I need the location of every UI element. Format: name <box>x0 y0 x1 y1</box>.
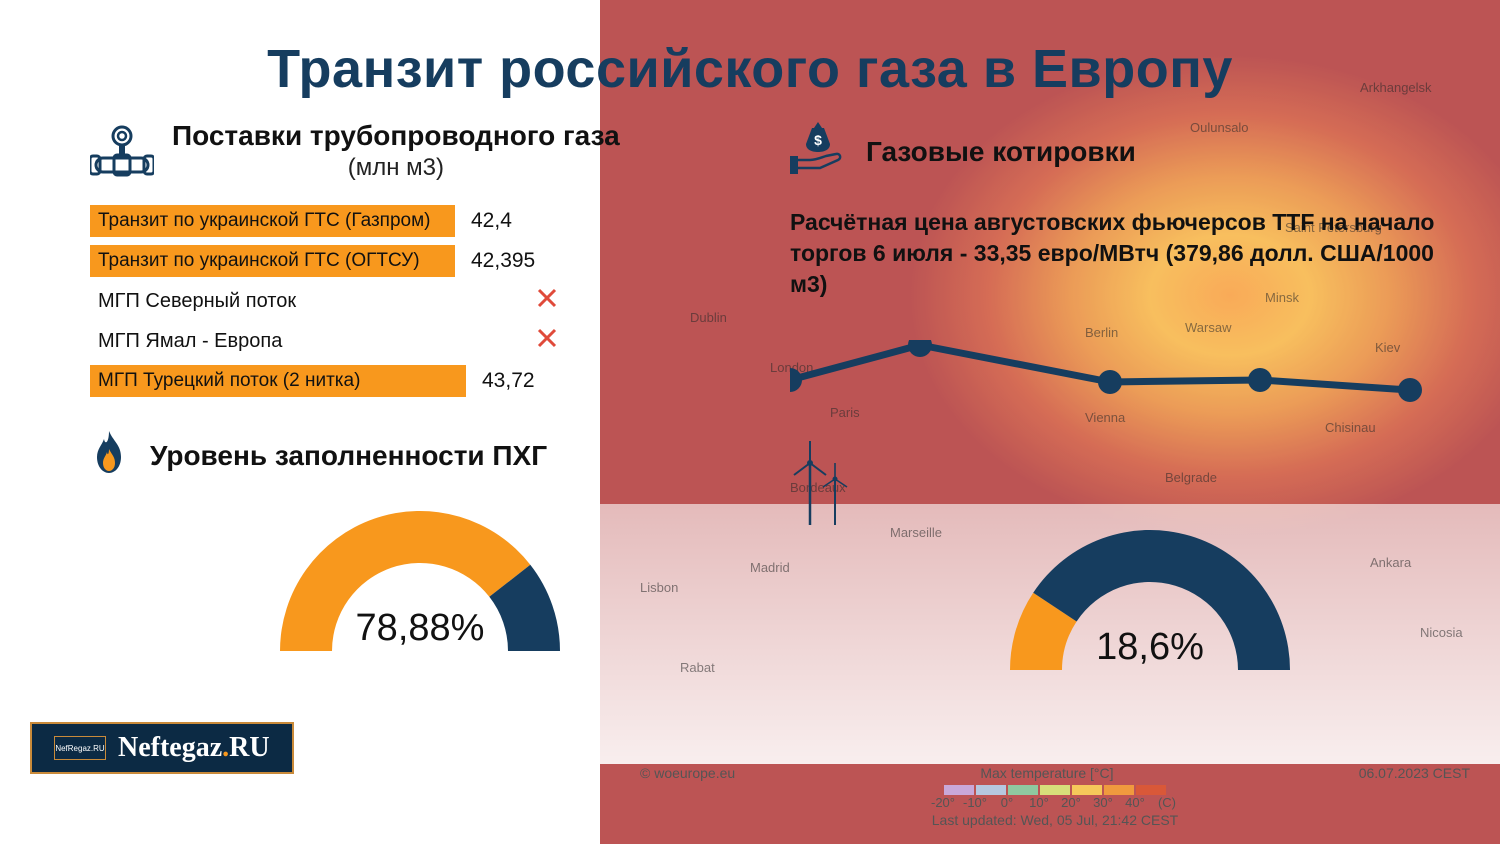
pipelines-title: Поставки трубопроводного газа <box>172 120 620 152</box>
brand-mini-logo: NefRegaz.RU <box>54 736 106 760</box>
wind-value: 18,6% <box>1096 626 1204 669</box>
quotes-text: Расчётная цена августовских фьючерсов TT… <box>790 207 1440 300</box>
legend-label: -20° <box>928 795 958 810</box>
storage-gauge: 78,88% <box>90 496 750 656</box>
legend-label: -10° <box>960 795 990 810</box>
legend-label: (C) <box>1152 795 1182 810</box>
quotes-title: Газовые котировки <box>866 136 1136 168</box>
map-source: © woeurope.eu <box>640 765 735 781</box>
svg-text:$: $ <box>814 132 822 148</box>
bar-fill: Транзит по украинской ГТС (Газпром) <box>90 205 455 237</box>
pipeline-bars: Транзит по украинской ГТС (Газпром)42,4Т… <box>90 203 750 399</box>
x-icon <box>536 287 558 315</box>
legend-swatch <box>1104 785 1134 795</box>
bar-fill: Транзит по украинской ГТС (ОГТСУ) <box>90 245 455 277</box>
wind-turbine-icon <box>790 435 850 530</box>
legend-label: 40° <box>1120 795 1150 810</box>
wind-gauge: 18,6% <box>860 515 1440 675</box>
map-updated: Last updated: Wed, 05 Jul, 21:42 CEST <box>640 812 1470 828</box>
bar-value: 42,4 <box>471 209 512 233</box>
storage-value: 78,88% <box>356 607 485 650</box>
bar-fill: МГП Турецкий поток (2 нитка) <box>90 365 466 397</box>
x-icon <box>536 327 558 355</box>
map-date: 06.07.2023 CEST <box>1359 765 1470 781</box>
legend-swatch <box>1072 785 1102 795</box>
bar-value: 42,395 <box>471 249 535 273</box>
bar-value: 43,72 <box>482 369 535 393</box>
storage-title: Уровень заполненности ПХГ <box>150 440 547 472</box>
pipeline-row: МГП Турецкий поток (2 нитка) 43,72 <box>90 363 750 399</box>
map-legend-title: Max temperature [°C] <box>980 765 1113 781</box>
bar-label: МГП Северный поток <box>90 290 520 313</box>
bar-label: МГП Ямал - Европа <box>90 330 520 353</box>
legend-swatch <box>944 785 974 795</box>
pipeline-row: МГП Северный поток <box>90 283 750 319</box>
legend-swatch <box>976 785 1006 795</box>
legend-label: 30° <box>1088 795 1118 810</box>
pipelines-unit: (млн м3) <box>172 154 620 182</box>
legend-swatch <box>1136 785 1166 795</box>
pipeline-row: Транзит по украинской ГТС (ОГТСУ) 42,395 <box>90 243 750 279</box>
pipeline-row: МГП Ямал - Европа <box>90 323 750 359</box>
legend-label: 0° <box>992 795 1022 810</box>
page-title: Транзит российского газа в Европу <box>0 0 1500 100</box>
map-footer: © woeurope.eu Max temperature [°C] 06.07… <box>640 765 1470 828</box>
legend-label: 20° <box>1056 795 1086 810</box>
legend-swatch <box>1040 785 1070 795</box>
flame-icon <box>90 429 128 482</box>
legend-swatch <box>1008 785 1038 795</box>
money-hand-icon: $ <box>790 120 846 183</box>
brand-badge: NefRegaz.RU Neftegaz.RU <box>30 722 294 774</box>
pipeline-row: Транзит по украинской ГТС (Газпром) 42,4 <box>90 203 750 239</box>
brand-text: Neftegaz.RU <box>118 732 270 764</box>
price-line-chart <box>790 340 1440 425</box>
legend-label: 10° <box>1024 795 1054 810</box>
pipeline-icon <box>90 124 154 185</box>
